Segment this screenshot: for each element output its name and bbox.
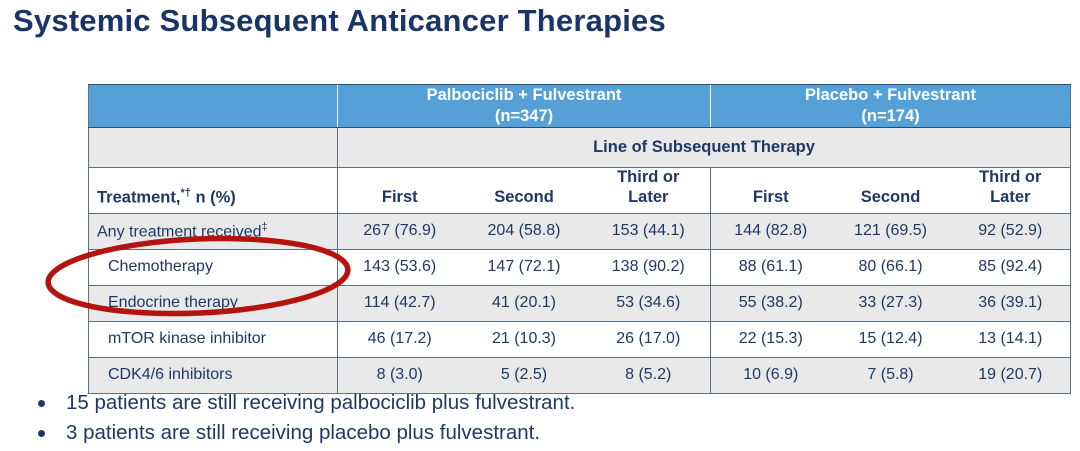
group-n: (n=347)	[494, 107, 554, 125]
table-cell: 13 (14.1)	[950, 321, 1071, 358]
table-cell: 36 (39.1)	[950, 285, 1071, 322]
col-header-second-palbo: Second	[461, 167, 587, 214]
table-row-any-treatment: Any treatment received‡ 267 (76.9) 204 (…	[88, 213, 1071, 250]
column-header-row: Treatment,*† n (%) First Second Third or…	[88, 167, 1071, 214]
group-n: (n=174)	[861, 107, 920, 125]
table-cell: 21 (10.3)	[461, 321, 587, 358]
row-label-text: CDK4/6 inhibitors	[108, 366, 233, 384]
row-label: mTOR kinase inhibitor	[88, 321, 338, 358]
table-cell: 22 (15.3)	[710, 321, 831, 358]
row-header-text: Treatment,	[97, 188, 181, 207]
page-title: Systemic Subsequent Anticancer Therapies	[13, 3, 666, 38]
table-row-endocrine: Endocrine therapy 114 (42.7) 41 (20.1) 5…	[88, 285, 1071, 322]
table-cell: 143 (53.6)	[337, 249, 462, 286]
subsequent-therapy-table: Palbociclib + Fulvestrant (n=347) Placeb…	[88, 84, 1072, 394]
table-cell: 7 (5.8)	[830, 357, 951, 394]
group-header-row: Palbociclib + Fulvestrant (n=347) Placeb…	[88, 84, 1071, 128]
table-cell: 80 (66.1)	[830, 249, 951, 286]
table-cell: 53 (34.6)	[586, 285, 711, 322]
group-label: Palbociclib + Fulvestrant	[426, 86, 622, 105]
row-label-text: Any treatment received	[97, 223, 262, 241]
group-header-placebo: Placebo + Fulvestrant (n=174)	[710, 84, 1071, 128]
col-header-first-placebo: First	[710, 167, 831, 214]
table-cell: 55 (38.2)	[710, 285, 831, 322]
table-cell: 267 (76.9)	[337, 213, 462, 250]
row-label: Endocrine therapy	[88, 285, 338, 322]
row-label-sup: ‡	[261, 220, 268, 233]
group-header-palbociclib: Palbociclib + Fulvestrant (n=347)	[336, 84, 711, 128]
col-header-second-placebo: Second	[830, 167, 951, 214]
table-row-chemotherapy: Chemotherapy 143 (53.6) 147 (72.1) 138 (…	[88, 249, 1071, 286]
table-cell: 8 (5.2)	[586, 357, 711, 394]
row-header-treatment: Treatment,*† n (%)	[88, 167, 338, 214]
list-item: 15 patients are still receiving palbocic…	[38, 391, 575, 416]
col-header-third-palbo: Third or Later	[586, 167, 711, 214]
bullet-text: 15 patients are still receiving palbocic…	[66, 391, 576, 414]
table-cell: 92 (52.9)	[950, 213, 1071, 250]
table-row-cdk46: CDK4/6 inhibitors 8 (3.0) 5 (2.5) 8 (5.2…	[88, 357, 1071, 394]
row-label: Chemotherapy	[88, 249, 338, 286]
bullet-list: 15 patients are still receiving palbocic…	[38, 391, 575, 450]
row-label-text: Chemotherapy	[108, 258, 213, 276]
corner-cell	[88, 84, 338, 128]
bullet-icon	[38, 400, 45, 407]
corner-cell	[88, 127, 338, 168]
table-cell: 46 (17.2)	[337, 321, 462, 358]
table-cell: 41 (20.1)	[461, 285, 587, 322]
table-cell: 19 (20.7)	[950, 357, 1071, 394]
list-item: 3 patients are still receiving placebo p…	[38, 421, 575, 446]
table-cell: 144 (82.8)	[710, 213, 831, 250]
table-cell: 26 (17.0)	[586, 321, 711, 358]
table-cell: 33 (27.3)	[830, 285, 951, 322]
row-label-text: mTOR kinase inhibitor	[108, 330, 266, 348]
row-header-suffix: n (%)	[190, 188, 236, 207]
table-cell: 114 (42.7)	[337, 285, 462, 322]
table-cell: 138 (90.2)	[586, 249, 711, 286]
col-header-first-palbo: First	[337, 167, 462, 214]
table-cell: 10 (6.9)	[710, 357, 831, 394]
group-label: Placebo + Fulvestrant	[805, 86, 977, 105]
table-cell: 121 (69.5)	[830, 213, 951, 250]
table-cell: 15 (12.4)	[830, 321, 951, 358]
table-cell: 8 (3.0)	[337, 357, 462, 394]
table-cell: 85 (92.4)	[950, 249, 1071, 286]
table-cell: 88 (61.1)	[710, 249, 831, 286]
table-cell: 153 (44.1)	[586, 213, 711, 250]
span-header-line-of-therapy: Line of Subsequent Therapy	[336, 127, 1071, 168]
bullet-icon	[38, 429, 45, 437]
table-cell: 204 (58.8)	[461, 213, 587, 250]
table-row-mtor: mTOR kinase inhibitor 46 (17.2) 21 (10.3…	[88, 321, 1071, 358]
table-cell: 5 (2.5)	[461, 357, 587, 394]
col-header-third-placebo: Third or Later	[950, 167, 1071, 214]
table-cell: 147 (72.1)	[461, 249, 587, 286]
row-label-text: Endocrine therapy	[108, 294, 238, 312]
bullet-text: 3 patients are still receiving placebo p…	[66, 420, 541, 444]
row-label: Any treatment received‡	[88, 213, 338, 250]
row-header-sup: *†	[180, 187, 191, 200]
row-label: CDK4/6 inhibitors	[88, 357, 338, 394]
span-header-row: Line of Subsequent Therapy	[88, 127, 1071, 168]
